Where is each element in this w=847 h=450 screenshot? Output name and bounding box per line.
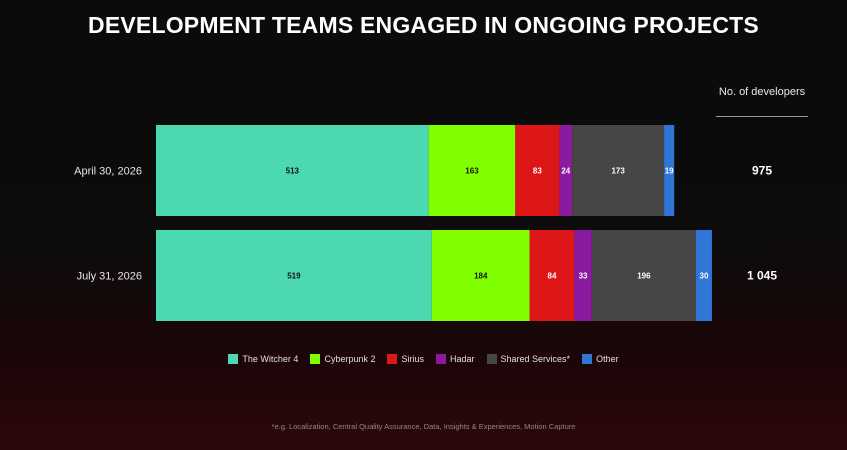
footnote: *e.g. Localization, Central Quality Assu… xyxy=(271,422,576,431)
data-label: 83 xyxy=(533,167,542,176)
legend-label: Hadar xyxy=(450,354,475,364)
chart-title: DEVELOPMENT TEAMS ENGAGED IN ONGOING PRO… xyxy=(88,12,759,38)
data-label: 33 xyxy=(579,272,588,281)
bar-segment xyxy=(529,230,575,321)
bar-segment xyxy=(515,125,560,216)
totals-header: No. of developers xyxy=(718,86,806,98)
chart-legend: The Witcher 4 Cyberpunk 2 Sirius Hadar Share… xyxy=(0,354,847,364)
totals-header-underline xyxy=(716,116,808,117)
bar-segment xyxy=(574,230,592,321)
bar-segment xyxy=(591,230,697,321)
total-label: 1 045 xyxy=(747,269,777,283)
data-label: 173 xyxy=(611,167,625,176)
legend-item: Shared Services* xyxy=(486,354,571,364)
legend-item: Other xyxy=(582,354,619,364)
legend-item: Sirius xyxy=(387,354,424,364)
legend-swatch xyxy=(486,354,497,364)
data-label: 184 xyxy=(474,272,488,281)
data-label: 196 xyxy=(637,272,651,281)
data-label: 19 xyxy=(665,167,674,176)
bar-segment xyxy=(696,230,712,321)
legend-label: Sirius xyxy=(401,354,424,364)
bar-segment xyxy=(664,125,675,216)
legend-swatch xyxy=(582,354,593,364)
legend-item: Hadar xyxy=(436,354,475,364)
legend-swatch xyxy=(387,354,398,364)
legend-label: The Witcher 4 xyxy=(242,354,299,364)
data-label: 30 xyxy=(700,272,709,281)
legend-item: Cyberpunk 2 xyxy=(310,354,375,364)
category-label: April 30, 2026 xyxy=(74,166,142,178)
total-label: 975 xyxy=(752,164,772,178)
data-label: 163 xyxy=(465,167,479,176)
data-label: 84 xyxy=(548,272,557,281)
legend-swatch xyxy=(436,354,446,364)
bar-segment xyxy=(431,230,530,321)
bar-segment xyxy=(156,230,432,321)
legend-label: Shared Services* xyxy=(500,354,571,364)
data-label: 513 xyxy=(286,167,300,176)
data-label: 519 xyxy=(287,272,301,281)
legend-item: The Witcher 4 xyxy=(228,354,298,364)
bar-segment xyxy=(572,125,665,216)
category-label: July 31, 2026 xyxy=(77,271,142,283)
legend-label: Cyberpunk 2 xyxy=(324,354,376,364)
bar-segment xyxy=(428,125,516,216)
legend-label: Other xyxy=(596,354,619,364)
bar-segment xyxy=(559,125,573,216)
legend-swatch xyxy=(228,354,239,364)
bar-segment xyxy=(156,125,429,216)
data-label: 24 xyxy=(561,167,570,176)
legend-swatch xyxy=(310,354,321,364)
